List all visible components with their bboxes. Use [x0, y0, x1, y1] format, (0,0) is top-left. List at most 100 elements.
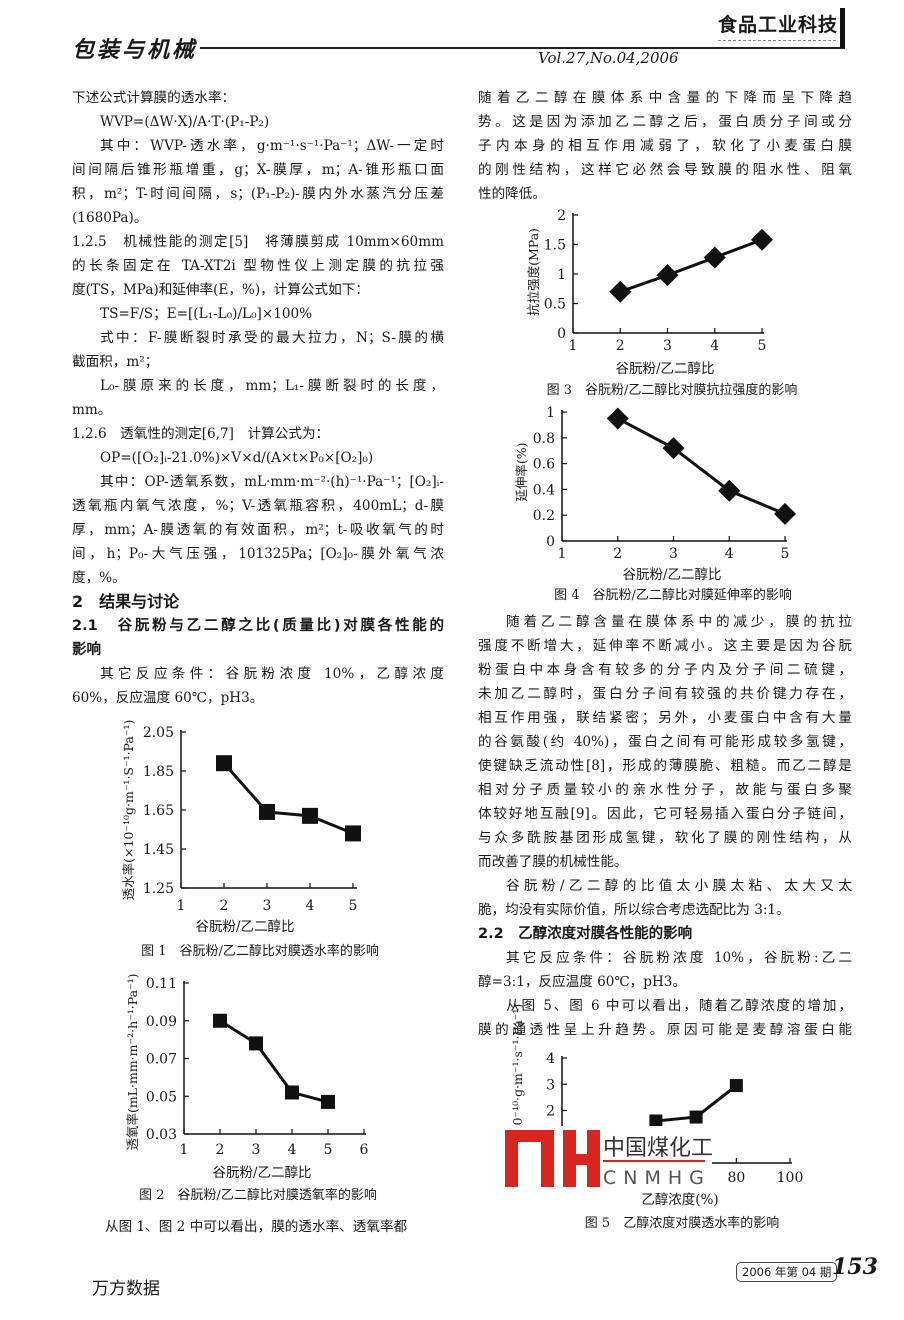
- y-tick-label: 2: [546, 1104, 555, 1120]
- x-axis-title: 谷朊粉/乙二醇比: [622, 566, 721, 583]
- x-tick-label: 5: [324, 1142, 333, 1158]
- watermark-mark-stroke: [587, 1130, 600, 1187]
- text-line: 势。这是因为添加乙二醇之后，蛋白质分子间或分: [478, 114, 852, 130]
- y-tick-label: 0.4: [533, 482, 555, 498]
- watermark-mark-text: MH: [550, 1169, 552, 1171]
- series-line: [619, 238, 763, 294]
- y-tick-label: 0.8: [533, 431, 555, 447]
- y-axis-title: 透氧率(mL·mm·m⁻²·h⁻¹·Pa⁻¹): [125, 973, 140, 1150]
- text-line: 1.2.5 机械性能的测定[5] 将薄膜剪成 10mm×60mm: [72, 234, 444, 250]
- y-tick-label: 0.2: [533, 508, 555, 524]
- journal-logo-bar: [840, 8, 845, 48]
- data-point: [609, 280, 632, 303]
- text-line: 度，%。: [72, 570, 126, 586]
- x-axis-title: 谷朊粉/乙二醇比: [212, 1164, 311, 1181]
- text-line: 式中：F-膜断裂时承受的最大拉力，N；S-膜的横: [100, 330, 444, 346]
- y-tick-label: 1.45: [143, 842, 174, 858]
- x-tick-label: 3: [669, 546, 678, 562]
- figure-caption: 图 3 谷朊粉/乙二醇比对膜抗拉强度的影响: [547, 382, 798, 398]
- x-tick-label: 1: [569, 338, 578, 354]
- x-tick-label: 4: [725, 546, 734, 562]
- volume-info: Vol.27,No.04,2006: [538, 49, 679, 67]
- text-line: 的谷氨酸(约 40%)，蛋白之间有可能形成较多氢键，: [478, 734, 852, 750]
- text-line: 膜的通透性呈上升趋势。原因可能是麦醇溶蛋白能: [478, 1022, 852, 1038]
- page-number: 153: [832, 1254, 878, 1280]
- text-line: OP=([O₂]ᵢ-21.0%)×V×d/(A×t×P₀×[O₂]₀): [100, 450, 374, 466]
- data-point: [729, 1079, 743, 1093]
- data-point: [302, 807, 318, 824]
- left-column-text: 下述公式计算膜的透水率： WVP=(ΔW·X)/A·T·(P₁-P₂) 其中：WVP…: [72, 86, 444, 710]
- data-point: [751, 228, 773, 251]
- data-point: [213, 1013, 227, 1028]
- data-point: [689, 1110, 703, 1124]
- y-tick-label: 0.05: [146, 1089, 177, 1105]
- x-axis-title: 谷朊粉/乙二醇比: [195, 918, 294, 935]
- x-tick-label: 2: [216, 1142, 225, 1158]
- data-point: [606, 407, 629, 430]
- text-line: 间，h；P₀-大气压强，101325Pa；[O₂]₀-膜外氧气浓: [72, 546, 444, 562]
- figure-caption: 图 4 谷朊粉/乙二醇比对膜延伸率的影响: [554, 587, 792, 603]
- text-line: 其中：OP-透氧系数，mL·mm·m⁻²·(h)⁻¹·Pa⁻¹；[O₂]ᵢ-: [100, 474, 444, 490]
- x-tick-label: 2: [616, 338, 625, 354]
- data-point: [656, 264, 679, 287]
- y-axis-title: 抗拉强度(MPa): [526, 228, 541, 316]
- watermark-cn-text: 中国煤化工: [603, 1136, 713, 1161]
- data-point: [774, 502, 796, 525]
- text-line: 谷朊粉/乙二醇的比值太小膜太粘、太大又太: [506, 878, 852, 894]
- text-line: 其中：WVP-透水率，g·m⁻¹·s⁻¹·Pa⁻¹；ΔW-一定时: [100, 138, 444, 154]
- series-line: [617, 417, 786, 516]
- y-tick-label: 1: [557, 267, 566, 283]
- text-line: 的刚性结构，这样它必然会导致膜的阻水性、阻氧: [478, 162, 852, 178]
- text-line: 性的降低。: [478, 186, 546, 202]
- y-tick-label: 0.07: [146, 1052, 177, 1068]
- x-tick-label: 4: [306, 898, 315, 914]
- section-heading: 2.2 乙醇浓度对膜各性能的影响: [478, 926, 693, 942]
- text-line: 下述公式计算膜的透水率：: [72, 90, 236, 106]
- text-line: mm。: [72, 402, 112, 418]
- y-tick-label: 0.6: [533, 457, 555, 473]
- data-point: [662, 437, 685, 460]
- text-line: 使键缺乏流动性[8]，形成的薄膜脆、粗糙。而乙二醇是: [478, 758, 852, 774]
- text-line: 而改善了膜的机械性能。: [478, 854, 628, 870]
- right-column-text-middle: 随着乙二醇含量在膜体系中的减少，膜的抗拉 强度不断增大，延伸率不断减小。这主要是因…: [478, 610, 852, 1042]
- section-heading: 影响: [72, 642, 101, 658]
- y-tick-label: 1.65: [143, 803, 174, 819]
- x-tick-label: 4: [710, 338, 719, 354]
- text-line: 子内本身的相互作用减弱了，软化了小麦蛋白膜: [478, 138, 852, 154]
- journal-logo-underline: [718, 40, 836, 41]
- left-column-text-bottom: 从图 1、图 2 中可以看出，膜的透水率、透氧率都: [77, 1215, 449, 1239]
- source-label: 万方数据: [92, 1279, 160, 1299]
- text-line: 体较好地互融[9]。因此，它可轻易插入蛋白分子链间，: [478, 806, 852, 822]
- watermark-mark-stroke: [563, 1154, 598, 1165]
- x-tick-label: 3: [663, 338, 672, 354]
- y-tick-label: 0: [557, 326, 566, 342]
- text-line: 其它反应条件：谷朊粉浓度 10%，乙醇浓度: [100, 666, 444, 682]
- y-tick-label: 1.85: [143, 764, 174, 780]
- y-axis-title: 延伸率(%): [514, 442, 529, 501]
- x-tick-label: 4: [288, 1142, 297, 1158]
- text-line: 其它反应条件：谷朊粉浓度 10%，谷朊粉:乙二: [506, 950, 852, 966]
- x-axis-title: 谷朊粉/乙二醇比: [615, 360, 714, 377]
- data-point: [216, 755, 232, 772]
- header-rule: [200, 47, 845, 49]
- data-point: [718, 479, 741, 502]
- text-line: 相对分子质量较小的亲水性分子，故能与蛋白多聚: [478, 782, 852, 798]
- x-tick-label: 5: [781, 546, 790, 562]
- x-axis-title: 乙醇浓度(%): [641, 1191, 718, 1208]
- text-line: 粉蛋白中本身含有较多的分子内及分子间二硫键，: [478, 662, 852, 678]
- figure-caption: 图 1 谷朊粉/乙二醇比对膜透水率的影响: [141, 943, 379, 959]
- x-tick-label: 2: [613, 546, 622, 562]
- y-tick-label: 4: [546, 1051, 555, 1067]
- figure-caption: 图 5 乙醇浓度对膜透水率的影响: [585, 1215, 779, 1231]
- text-line: 厚，mm；A-膜透氧的有效面积，m²；t-吸收氧气的时: [72, 522, 444, 538]
- section-heading: 2 结果与讨论: [72, 592, 180, 611]
- x-tick-label: 100: [777, 1170, 804, 1186]
- y-tick-label: 0.11: [146, 976, 177, 992]
- x-tick-label: 3: [252, 1142, 261, 1158]
- data-point: [249, 1036, 263, 1051]
- y-tick-label: 1: [546, 405, 555, 421]
- text-line: 强度不断增大，延伸率不断减小。这主要是因为谷朊: [478, 638, 852, 654]
- text-line: 60%，反应温度 60℃，pH3。: [72, 690, 264, 706]
- figure-caption: 图 2 谷朊粉/乙二醇比对膜透氧率的影响: [139, 1187, 377, 1203]
